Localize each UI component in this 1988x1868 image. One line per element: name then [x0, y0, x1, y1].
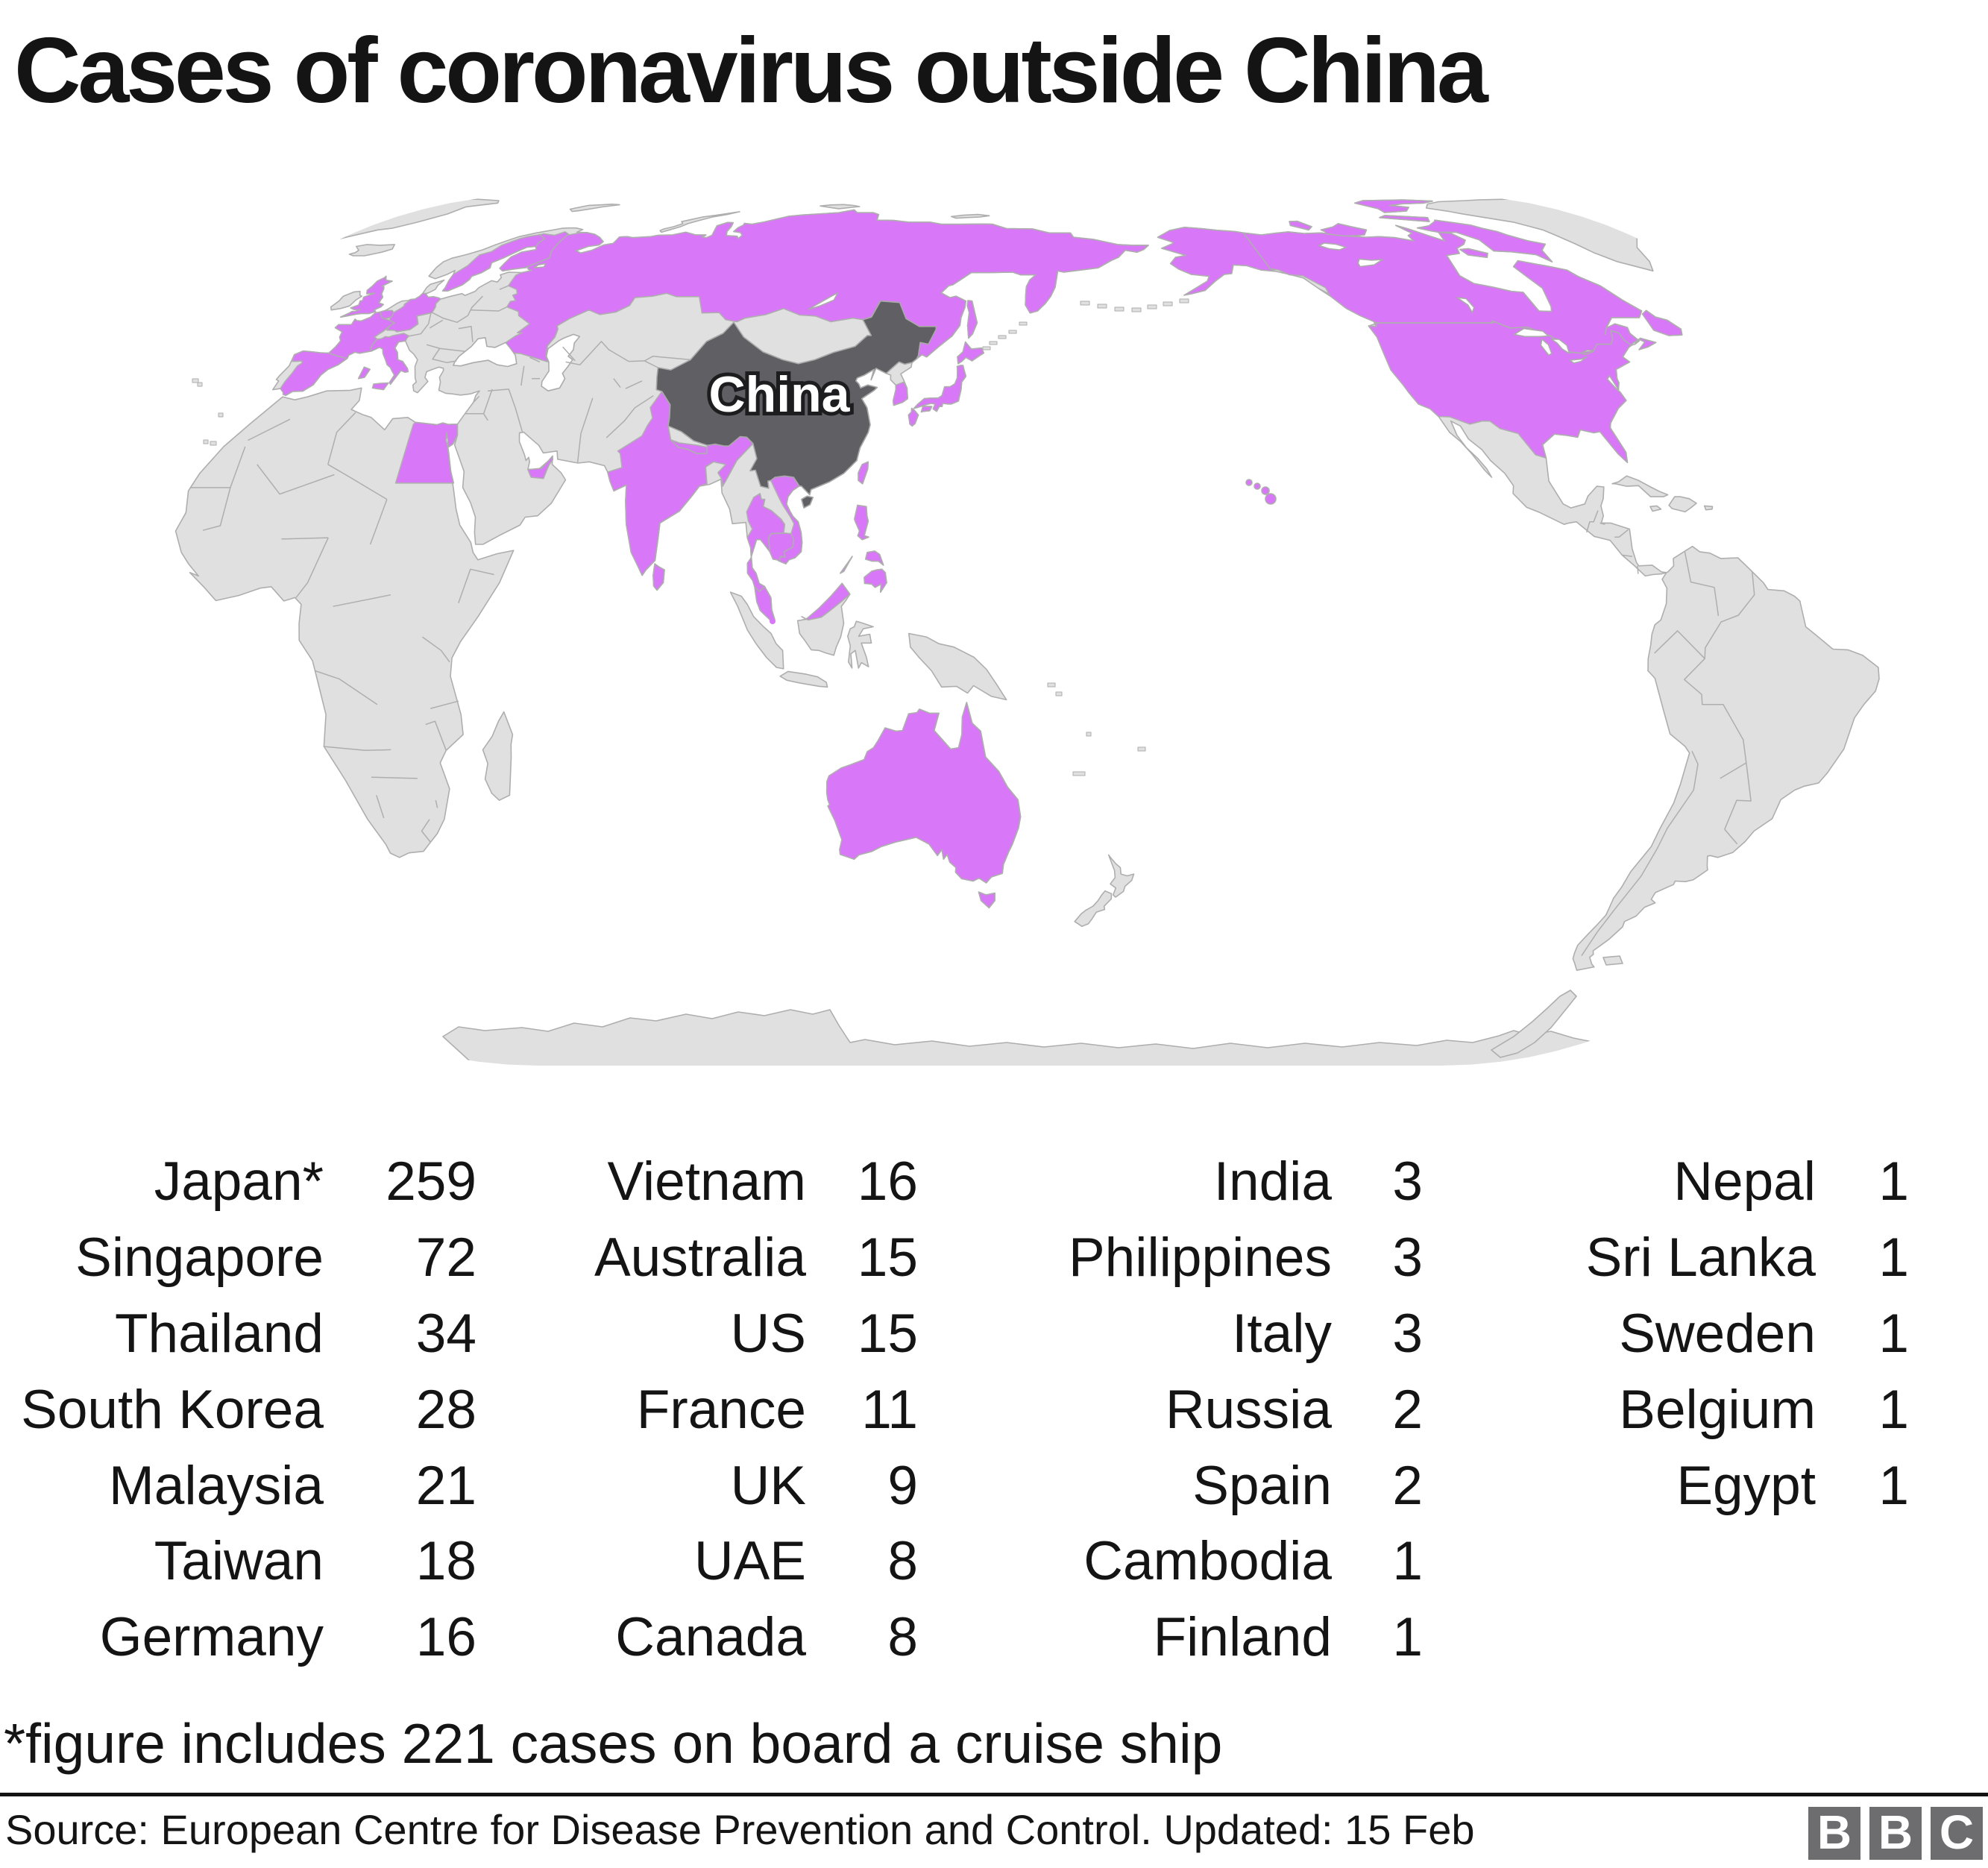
svg-text:China: China — [709, 366, 851, 423]
